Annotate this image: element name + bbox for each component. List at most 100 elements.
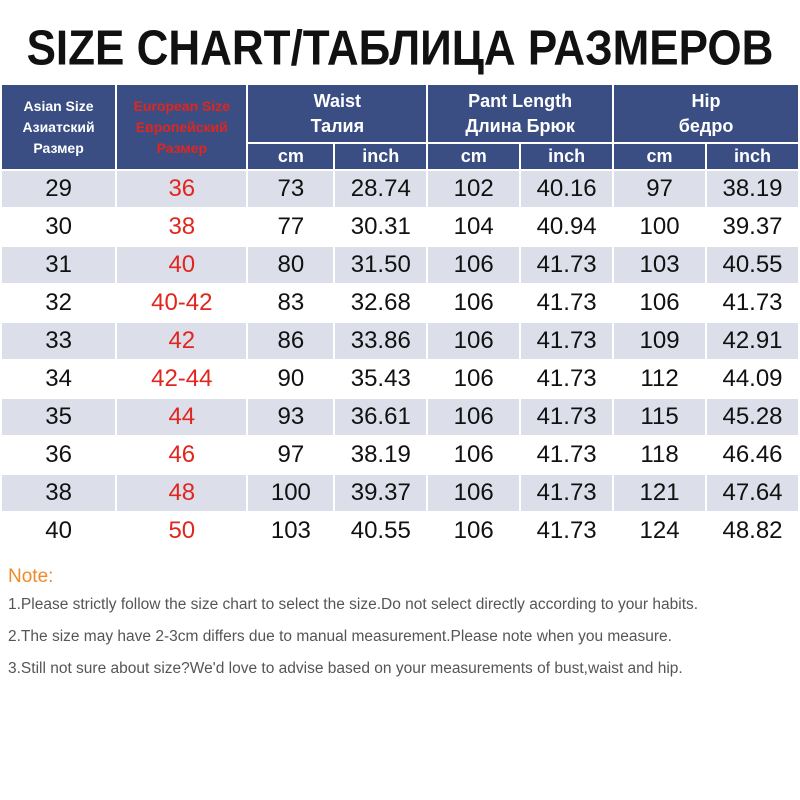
pant-length-inch-cell: 41.73: [519, 435, 615, 475]
waist-cm-cell: 100: [246, 473, 336, 513]
pant-length-cm-cell: 106: [426, 397, 522, 437]
waist-inch-cell: 31.50: [333, 245, 429, 285]
waist-inch-cell: 33.86: [333, 321, 429, 361]
hip-cm-cell: 124: [612, 511, 707, 551]
asian-size-header: Asian Size Азиатский Размер: [0, 83, 118, 171]
hip-header-en: Hip: [691, 90, 721, 111]
pant-length-header-en: Pant Length: [468, 90, 573, 111]
european-size-cell: 48: [115, 473, 249, 513]
waist-inch-cell: 28.74: [333, 169, 429, 209]
page-title: SIZE CHART/ТАБЛИЦА РАЗМЕРОВ: [26, 21, 774, 76]
hip-inch-cell: 44.09: [705, 359, 800, 399]
waist-inch-cell: 35.43: [333, 359, 429, 399]
table-row: 35 44 93 36.61 106 41.73 115 45.28: [0, 397, 800, 437]
table-row: 36 46 97 38.19 106 41.73 118 46.46: [0, 435, 800, 475]
pant-length-cm-cell: 102: [426, 169, 522, 209]
waist-cm-cell: 90: [246, 359, 336, 399]
pant-length-inch-cell: 41.73: [519, 359, 615, 399]
pant-length-inch-cell: 40.16: [519, 169, 615, 209]
asian-size-header-ru2: Размер: [33, 139, 84, 156]
pant-length-inch-cell: 40.94: [519, 207, 615, 247]
asian-size-cell: 36: [0, 435, 118, 475]
asian-size-cell: 30: [0, 207, 118, 247]
hip-inch-cell: 40.55: [705, 245, 800, 285]
waist-inch-cell: 40.55: [333, 511, 429, 551]
pant-length-header-ru: Длина Брюк: [465, 115, 575, 136]
hip-cm-cell: 97: [612, 169, 707, 209]
table-row: 30 38 77 30.31 104 40.94 100 39.37: [0, 207, 800, 247]
hip-cm-cell: 100: [612, 207, 707, 247]
european-size-cell: 44: [115, 397, 249, 437]
hip-inch-cell: 48.82: [705, 511, 800, 551]
pant-length-inch-cell: 41.73: [519, 321, 615, 361]
asian-size-cell: 29: [0, 169, 118, 209]
hip-cm-cell: 103: [612, 245, 707, 285]
european-size-header: European Size Европейский Размер: [115, 83, 249, 171]
asian-size-cell: 40: [0, 511, 118, 551]
european-size-cell: 50: [115, 511, 249, 551]
waist-inch-cell: 38.19: [333, 435, 429, 475]
pant-length-inch-cell: 41.73: [519, 397, 615, 437]
hip-cm-cell: 109: [612, 321, 707, 361]
waist-header-en: Waist: [313, 90, 362, 111]
pant-length-cm-cell: 106: [426, 473, 522, 513]
pant-length-inch-cell: 41.73: [519, 283, 615, 323]
pant-length-inch-cell: 41.73: [519, 511, 615, 551]
note-heading: Note:: [8, 566, 54, 587]
waist-cm-cell: 103: [246, 511, 336, 551]
pant-length-header: Pant Length Длина Брюк: [426, 82, 615, 145]
european-size-header-en: European Size: [133, 97, 231, 114]
european-size-header-ru: Европейский: [135, 118, 228, 135]
waist-header-ru: Талия: [310, 115, 365, 136]
pant-length-inch-header: inch: [519, 142, 615, 171]
asian-size-cell: 38: [0, 473, 118, 513]
waist-cm-cell: 83: [246, 283, 336, 323]
hip-cm-cell: 115: [612, 397, 707, 437]
hip-inch-cell: 42.91: [705, 321, 800, 361]
asian-size-header-ru: Азиатский: [22, 118, 95, 135]
pant-length-inch-cell: 41.73: [519, 473, 615, 513]
pant-length-cm-cell: 106: [426, 283, 522, 323]
note-line-3: 3.Still not sure about size?We'd love to…: [8, 660, 683, 677]
waist-inch-cell: 30.31: [333, 207, 429, 247]
european-size-cell: 36: [115, 169, 249, 209]
pant-length-cm-cell: 106: [426, 359, 522, 399]
hip-inch-header: inch: [705, 142, 800, 171]
pant-length-inch-cell: 41.73: [519, 245, 615, 285]
table-row: 38 48 100 39.37 106 41.73 121 47.64: [0, 473, 800, 513]
pant-length-cm-header: cm: [426, 142, 522, 171]
asian-size-cell: 35: [0, 397, 118, 437]
waist-inch-header: inch: [333, 142, 429, 171]
waist-cm-cell: 77: [246, 207, 336, 247]
waist-header: Waist Талия: [246, 82, 429, 145]
european-size-cell: 42-44: [115, 359, 249, 399]
table-row: 29 36 73 28.74 102 40.16 97 38.19: [0, 169, 800, 209]
hip-cm-cell: 118: [612, 435, 707, 475]
size-chart-table: Asian Size Азиатский Размер European Siz…: [0, 82, 800, 551]
european-size-cell: 40: [115, 245, 249, 285]
asian-size-cell: 33: [0, 321, 118, 361]
table-row: 40 50 103 40.55 106 41.73 124 48.82: [0, 511, 800, 551]
european-size-cell: 42: [115, 321, 249, 361]
table-row: 33 42 86 33.86 106 41.73 109 42.91: [0, 321, 800, 361]
pant-length-cm-cell: 104: [426, 207, 522, 247]
hip-cm-cell: 106: [612, 283, 707, 323]
asian-size-header-en: Asian Size: [23, 97, 94, 114]
hip-inch-cell: 38.19: [705, 169, 800, 209]
hip-inch-cell: 47.64: [705, 473, 800, 513]
notes-section: Note: 1.Please strictly follow the size …: [8, 566, 798, 686]
waist-cm-header: cm: [246, 142, 336, 171]
pant-length-cm-cell: 106: [426, 245, 522, 285]
size-chart-body: 29 36 73 28.74 102 40.16 97 38.19 30 38 77 30.31 104…: [0, 169, 800, 551]
table-row: 31 40 80 31.50 106 41.73 103 40.55: [0, 245, 800, 285]
waist-inch-cell: 32.68: [333, 283, 429, 323]
note-line-2: 2.The size may have 2-3cm differs due to…: [8, 628, 672, 645]
pant-length-cm-cell: 106: [426, 511, 522, 551]
table-row: 34 42-44 90 35.43 106 41.73 112 44.09: [0, 359, 800, 399]
asian-size-cell: 32: [0, 283, 118, 323]
asian-size-cell: 34: [0, 359, 118, 399]
waist-cm-cell: 80: [246, 245, 336, 285]
waist-inch-cell: 36.61: [333, 397, 429, 437]
hip-inch-cell: 45.28: [705, 397, 800, 437]
asian-size-cell: 31: [0, 245, 118, 285]
